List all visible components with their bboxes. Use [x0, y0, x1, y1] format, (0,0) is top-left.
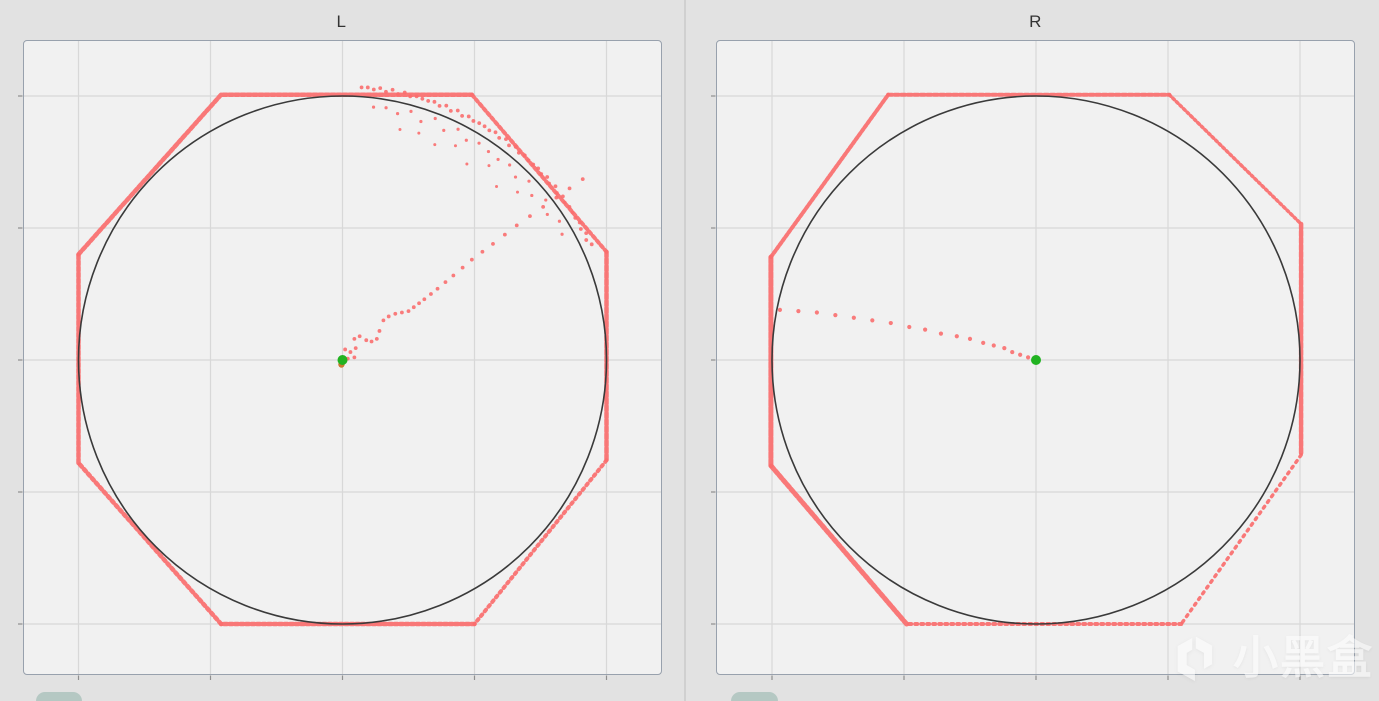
right-stick-title: R: [1029, 12, 1042, 31]
left-stick-title: L: [336, 12, 347, 31]
right-stick-plot: [711, 40, 1355, 680]
left-action-button[interactable]: [36, 692, 82, 701]
right-action-button[interactable]: [731, 692, 778, 701]
left-stick-plot-canvas: [18, 41, 661, 680]
section-divider: [684, 0, 686, 701]
left-stick-plot: [18, 40, 662, 680]
right-stick-plot-canvas: [711, 41, 1354, 680]
